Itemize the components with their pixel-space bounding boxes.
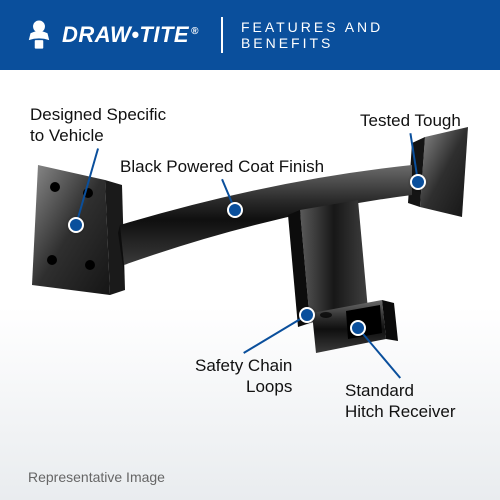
diagram-canvas: Representative Image Designed Specificto… [0, 70, 500, 500]
callout-dot-receiver [350, 320, 366, 336]
brand-logo: DRAW•TITE® [22, 18, 199, 52]
callout-dot-finish [227, 202, 243, 218]
callout-dot-tested [410, 174, 426, 190]
footnote: Representative Image [28, 469, 165, 485]
hitch-ball-icon [22, 18, 56, 52]
callout-dot-designed [68, 217, 84, 233]
header-subtitle: FEATURES AND BENEFITS [241, 19, 478, 51]
callout-tested: Tested Tough [360, 110, 461, 131]
callout-loops: Safety ChainLoops [195, 355, 292, 398]
callout-finish: Black Powered Coat Finish [120, 156, 324, 177]
logo-text: DRAW•TITE® [62, 22, 199, 48]
header: DRAW•TITE® FEATURES AND BENEFITS [0, 0, 500, 70]
callout-designed: Designed Specificto Vehicle [30, 104, 166, 147]
callout-receiver: StandardHitch Receiver [345, 380, 456, 423]
header-divider [221, 17, 223, 53]
callout-dot-loops [299, 307, 315, 323]
